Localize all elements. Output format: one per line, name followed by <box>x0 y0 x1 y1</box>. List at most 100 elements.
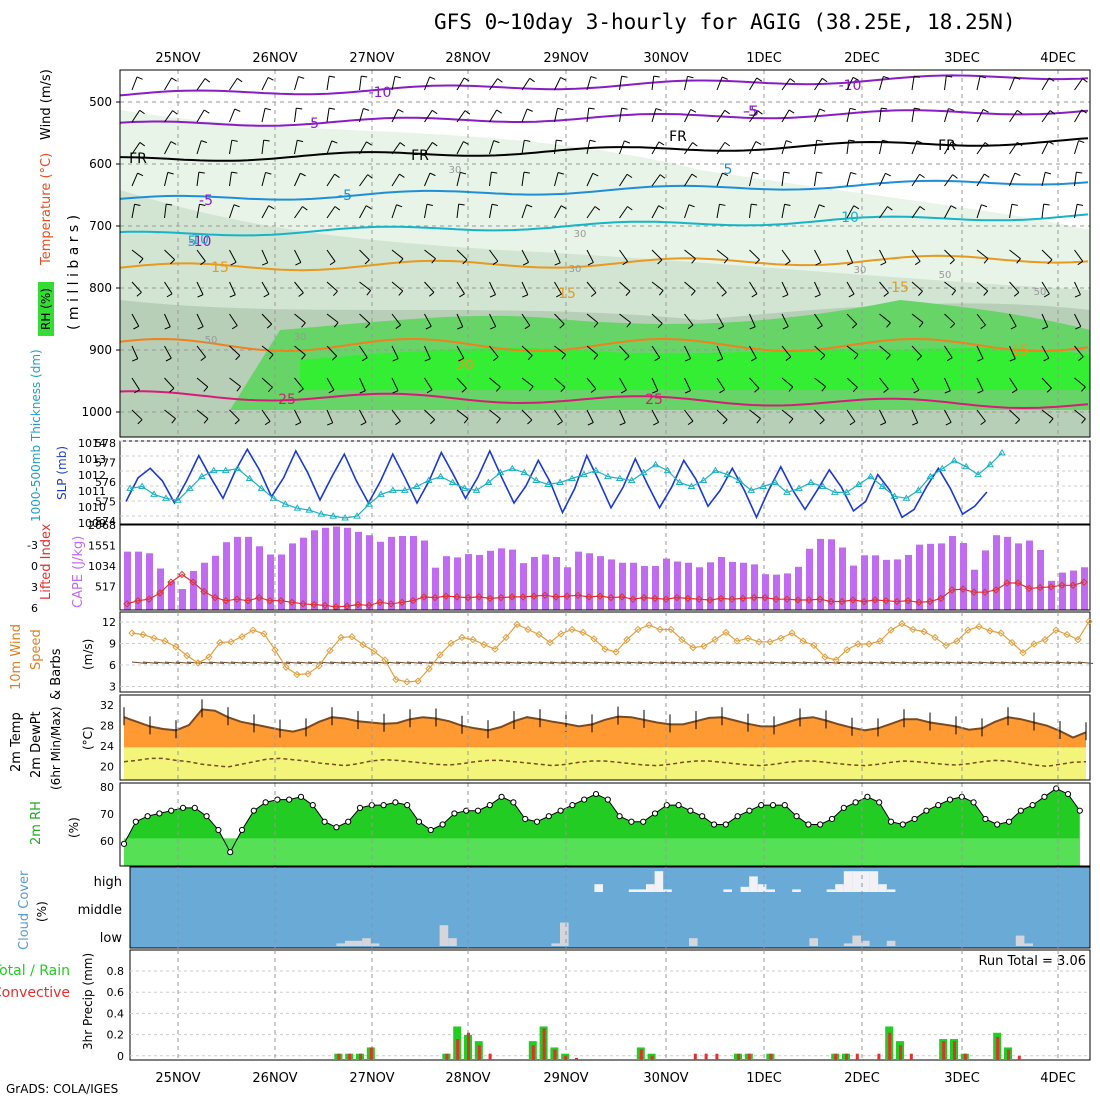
upper-air-frame <box>119 69 1091 438</box>
wind-barb-flag <box>392 390 399 394</box>
lifted-index-point <box>739 594 747 603</box>
cape-bar <box>817 538 824 610</box>
wind-barb <box>261 205 270 219</box>
wind-barb <box>131 313 140 327</box>
wind-barb-flag <box>1011 203 1018 206</box>
wind10-barb <box>615 661 632 664</box>
cloud-high-bar <box>628 889 638 892</box>
lifted-index-point <box>1047 583 1055 591</box>
rh2m-point <box>144 813 151 820</box>
thickness-point <box>747 486 756 493</box>
wind-barb <box>294 249 302 263</box>
wind-barb <box>976 281 989 292</box>
wind-barb-flag <box>755 141 762 145</box>
cloud-high-bar <box>869 871 879 892</box>
wind10-barb <box>802 661 819 664</box>
rh2m-point <box>321 818 328 825</box>
wind-barb-flag <box>164 326 171 330</box>
wind-barb-flag <box>913 75 921 78</box>
wind10-barb <box>1044 661 1061 664</box>
wind-barb-flag <box>201 140 208 144</box>
lifted-index-point <box>277 597 285 605</box>
wind-barb-flag <box>624 140 631 144</box>
lifted-index-point <box>948 586 956 594</box>
rh2m-point <box>404 802 411 809</box>
wind-barb <box>229 172 232 187</box>
wind-barb-flag <box>366 290 372 296</box>
wind-barb-flag <box>458 203 465 206</box>
wind-barb <box>229 204 235 219</box>
wind-barb-flag <box>853 205 860 210</box>
wind-barb <box>586 108 590 123</box>
wind-barb <box>391 249 404 260</box>
wind-barb-flag <box>329 107 336 110</box>
lifted-index-point <box>255 593 263 602</box>
wind-barb-flag <box>657 259 663 265</box>
wind10-tick: 12 <box>102 616 116 629</box>
wind-barb <box>651 76 655 91</box>
contour-label: 15 <box>211 260 229 276</box>
lifted-index-point <box>431 593 439 602</box>
wind-barb <box>164 77 173 91</box>
isotherm-25 <box>119 390 1089 410</box>
wind10-tick: 9 <box>109 638 116 651</box>
wind-barb-flag <box>785 260 791 266</box>
wind10-barb <box>505 661 522 664</box>
wind-barb <box>619 377 627 391</box>
cape-tick: 517 <box>95 581 116 594</box>
wind-barb <box>1009 281 1020 293</box>
wind10-barb <box>824 661 841 664</box>
contour-label: 30 <box>569 264 582 275</box>
wind-barb <box>814 140 818 155</box>
rh2m-point <box>604 796 611 803</box>
wind10-barb <box>450 661 467 664</box>
lifted-index-point <box>761 593 769 602</box>
wind-barb <box>196 78 206 91</box>
wind-barb-flag <box>429 291 435 297</box>
date-label-bottom: 25NOV <box>155 1071 200 1086</box>
wind10-barb <box>164 661 181 664</box>
wind-barb-flag <box>1048 141 1054 145</box>
rh2m-point <box>864 793 871 800</box>
wind-barb-flag <box>1075 326 1081 330</box>
cloud-low-bar <box>448 938 457 946</box>
precip-conv-bar <box>575 1057 578 1060</box>
precip-conv-bar <box>909 1053 913 1060</box>
cape-bar <box>322 527 329 610</box>
wind-barb <box>619 140 625 155</box>
cape-bar <box>135 551 142 610</box>
rh2m-point <box>651 810 659 817</box>
wind-barb <box>1009 172 1016 187</box>
thickness-point <box>556 478 564 485</box>
wind-barb-flag <box>236 386 242 392</box>
cloud-high-bar <box>663 889 672 892</box>
wind-barb-flag <box>980 420 986 426</box>
date-label-top: 28NOV <box>445 51 490 66</box>
wind-barb <box>229 281 236 295</box>
wind-barb <box>976 109 984 123</box>
wind-barb <box>164 141 172 155</box>
wind-barb-flag <box>231 325 238 330</box>
date-label-bottom: 2DEC <box>844 1071 880 1086</box>
wind-barb <box>554 377 566 388</box>
cape-bar <box>729 561 736 610</box>
wind-barb-flag <box>492 260 499 266</box>
wind-barb <box>879 281 889 294</box>
wind-barb <box>521 377 534 387</box>
contour-label: 25 <box>645 392 663 408</box>
wind-barb-flag <box>524 325 531 330</box>
cape-bar <box>443 556 450 610</box>
wind-barb <box>944 249 955 261</box>
wind-barb <box>619 249 629 262</box>
wind-barb-flag <box>204 78 211 83</box>
wind-barb <box>879 345 891 356</box>
wind10-point <box>414 677 422 685</box>
wind10-barb <box>857 661 874 664</box>
wind-barb <box>749 141 757 155</box>
rh2m-point <box>935 802 942 809</box>
wind-barb <box>619 281 631 292</box>
rh2m-point <box>545 813 552 820</box>
wind-barb <box>489 78 499 91</box>
precip-tick: 0.8 <box>107 965 125 978</box>
wind-barb <box>1041 345 1050 359</box>
